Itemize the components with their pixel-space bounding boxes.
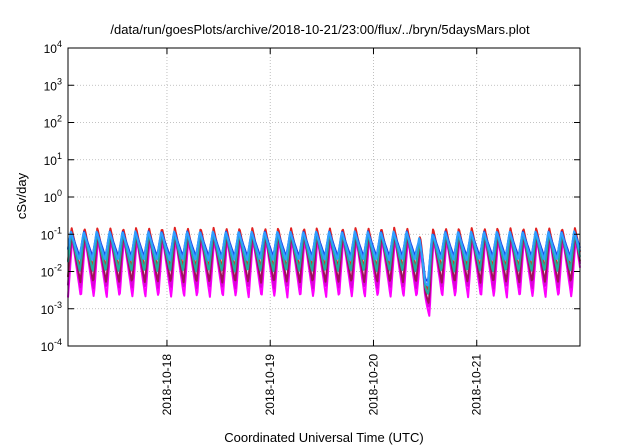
y-axis-label: cSv/day [14, 172, 29, 219]
y-tick-label: 104 [44, 39, 62, 56]
y-tick-label: 10-1 [41, 225, 62, 242]
y-tick-label: 101 [44, 151, 62, 168]
x-tick-label: 2018-10-18 [160, 354, 174, 416]
y-axis: 10-4 10-3 10-2 10-1 100 101 102 103 104 [41, 39, 580, 354]
y-tick-label: 102 [44, 114, 62, 131]
y-tick-label: 100 [44, 188, 62, 205]
y-tick-label: 10-3 [41, 300, 62, 317]
plot-area [67, 226, 581, 317]
x-axis: 2018-10-18 2018-10-19 2018-10-20 2018-10-21 [160, 48, 484, 415]
x-tick-label: 2018-10-19 [263, 354, 277, 416]
chart-title: /data/run/goesPlots/archive/2018-10-21/2… [110, 22, 530, 37]
x-tick-label: 2018-10-21 [470, 354, 484, 416]
series-line-5 [67, 231, 581, 295]
y-tick-label: 103 [44, 76, 62, 93]
x-axis-label: Coordinated Universal Time (UTC) [224, 430, 423, 445]
series-line-7 [67, 230, 581, 287]
y-tick-label: 10-4 [41, 337, 62, 354]
y-tick-label: 10-2 [41, 263, 62, 280]
grid [68, 47, 580, 347]
x-tick-label: 2018-10-20 [366, 354, 380, 416]
